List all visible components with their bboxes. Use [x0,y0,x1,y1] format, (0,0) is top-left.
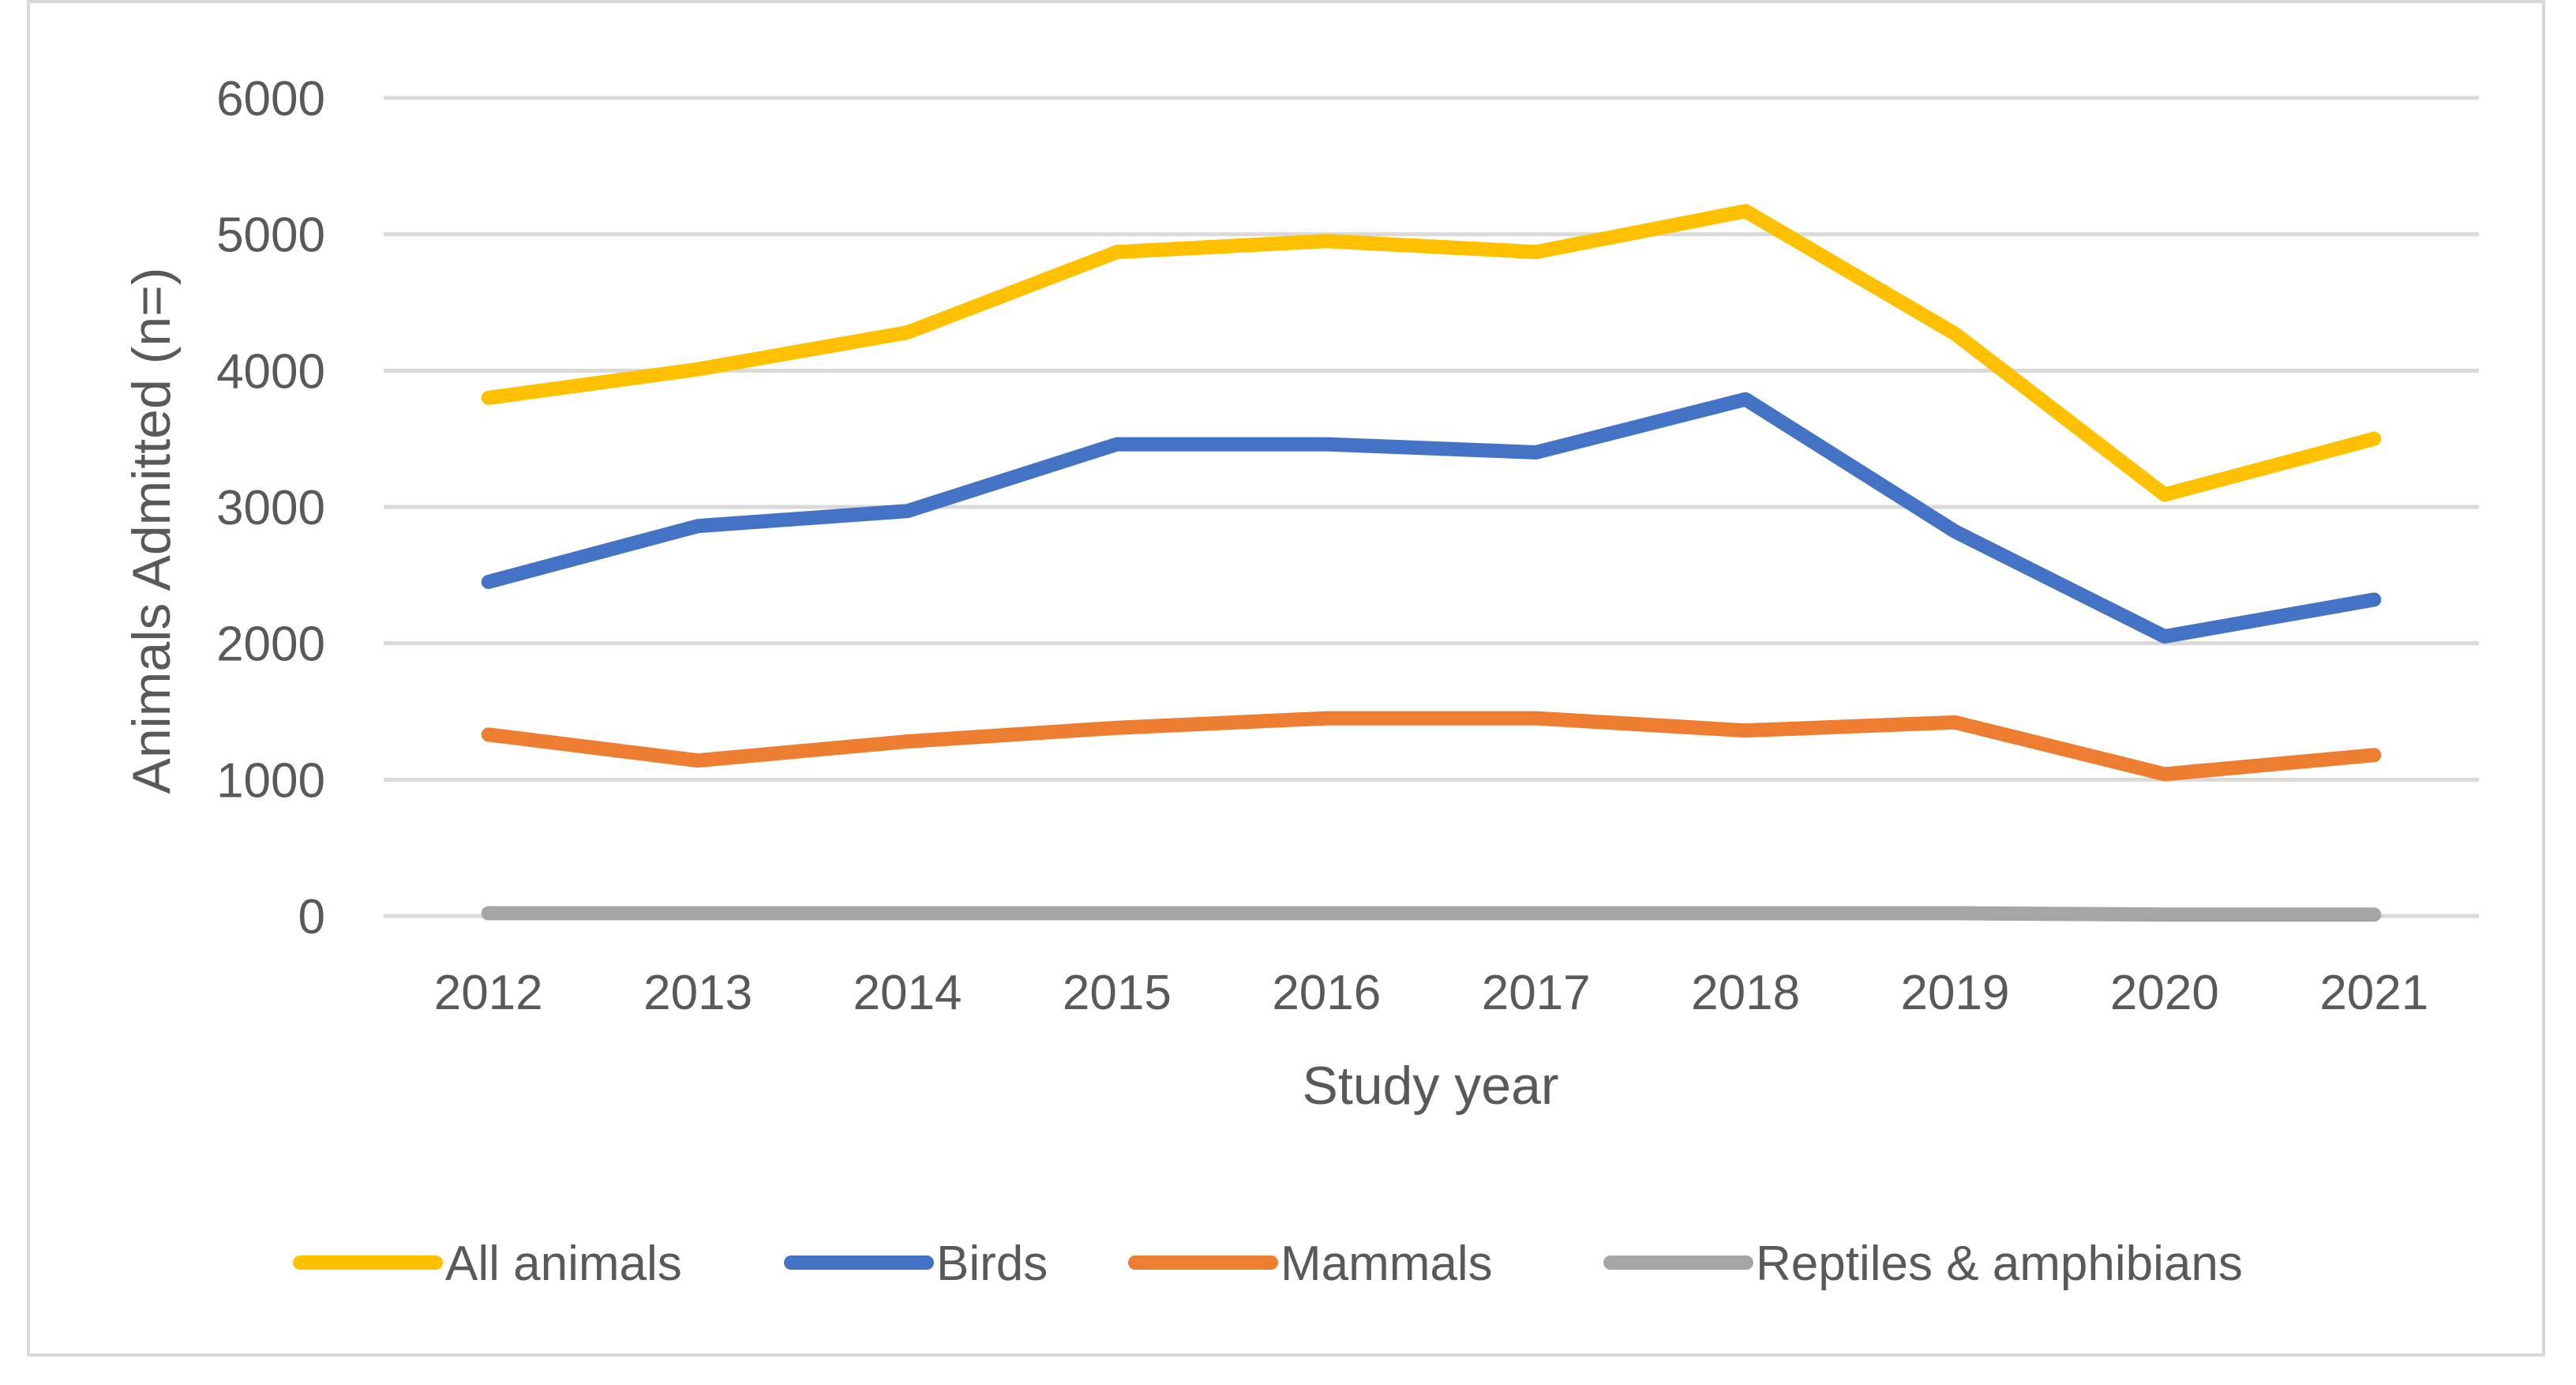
series-line-3 [481,906,2382,922]
x-axis-title: Study year [1302,1056,1558,1116]
x-tick-label: 2015 [1063,966,1172,1020]
y-axis-title: Animals Admitted (n=) [122,267,182,794]
x-tick-label: 2014 [853,966,962,1020]
legend-label: All animals [445,1237,682,1291]
x-axis-ticks: 2012 2013 2014 2015 2016 2017 2018 2019 2020 2021 [434,966,2429,1020]
x-tick-label: 2016 [1272,966,1381,1020]
gridlines [384,96,2479,918]
legend-label: Mammals [1281,1237,1493,1291]
chart-frame [27,0,2545,1357]
series-line-0 [481,204,2382,502]
series-line-2 [481,711,2382,782]
x-tick-label: 2019 [1901,966,2010,1020]
y-tick-label: 1000 [216,753,325,808]
y-tick-label: 2000 [216,617,325,672]
x-tick-label: 2017 [1482,966,1591,1020]
x-tick-label: 2012 [434,966,543,1020]
series-lines [481,204,2382,922]
x-tick-label: 2020 [2110,966,2219,1020]
legend-label: Reptiles & amphibians [1756,1237,2243,1291]
x-tick-label: 2018 [1691,966,1800,1020]
x-tick-label: 2021 [2319,966,2428,1020]
y-tick-label: 0 [298,890,325,944]
legend: All animals Birds Mammals Reptiles & amphib… [293,1237,2243,1291]
series-line-1 [481,392,2382,644]
y-tick-label: 4000 [216,344,325,399]
y-tick-label: 5000 [216,208,325,263]
y-axis-ticks: 0 1000 2000 3000 4000 5000 6000 [216,72,325,944]
x-tick-label: 2013 [643,966,752,1020]
y-tick-label: 6000 [216,72,325,126]
y-tick-label: 3000 [216,481,325,535]
legend-label: Birds [936,1237,1048,1291]
